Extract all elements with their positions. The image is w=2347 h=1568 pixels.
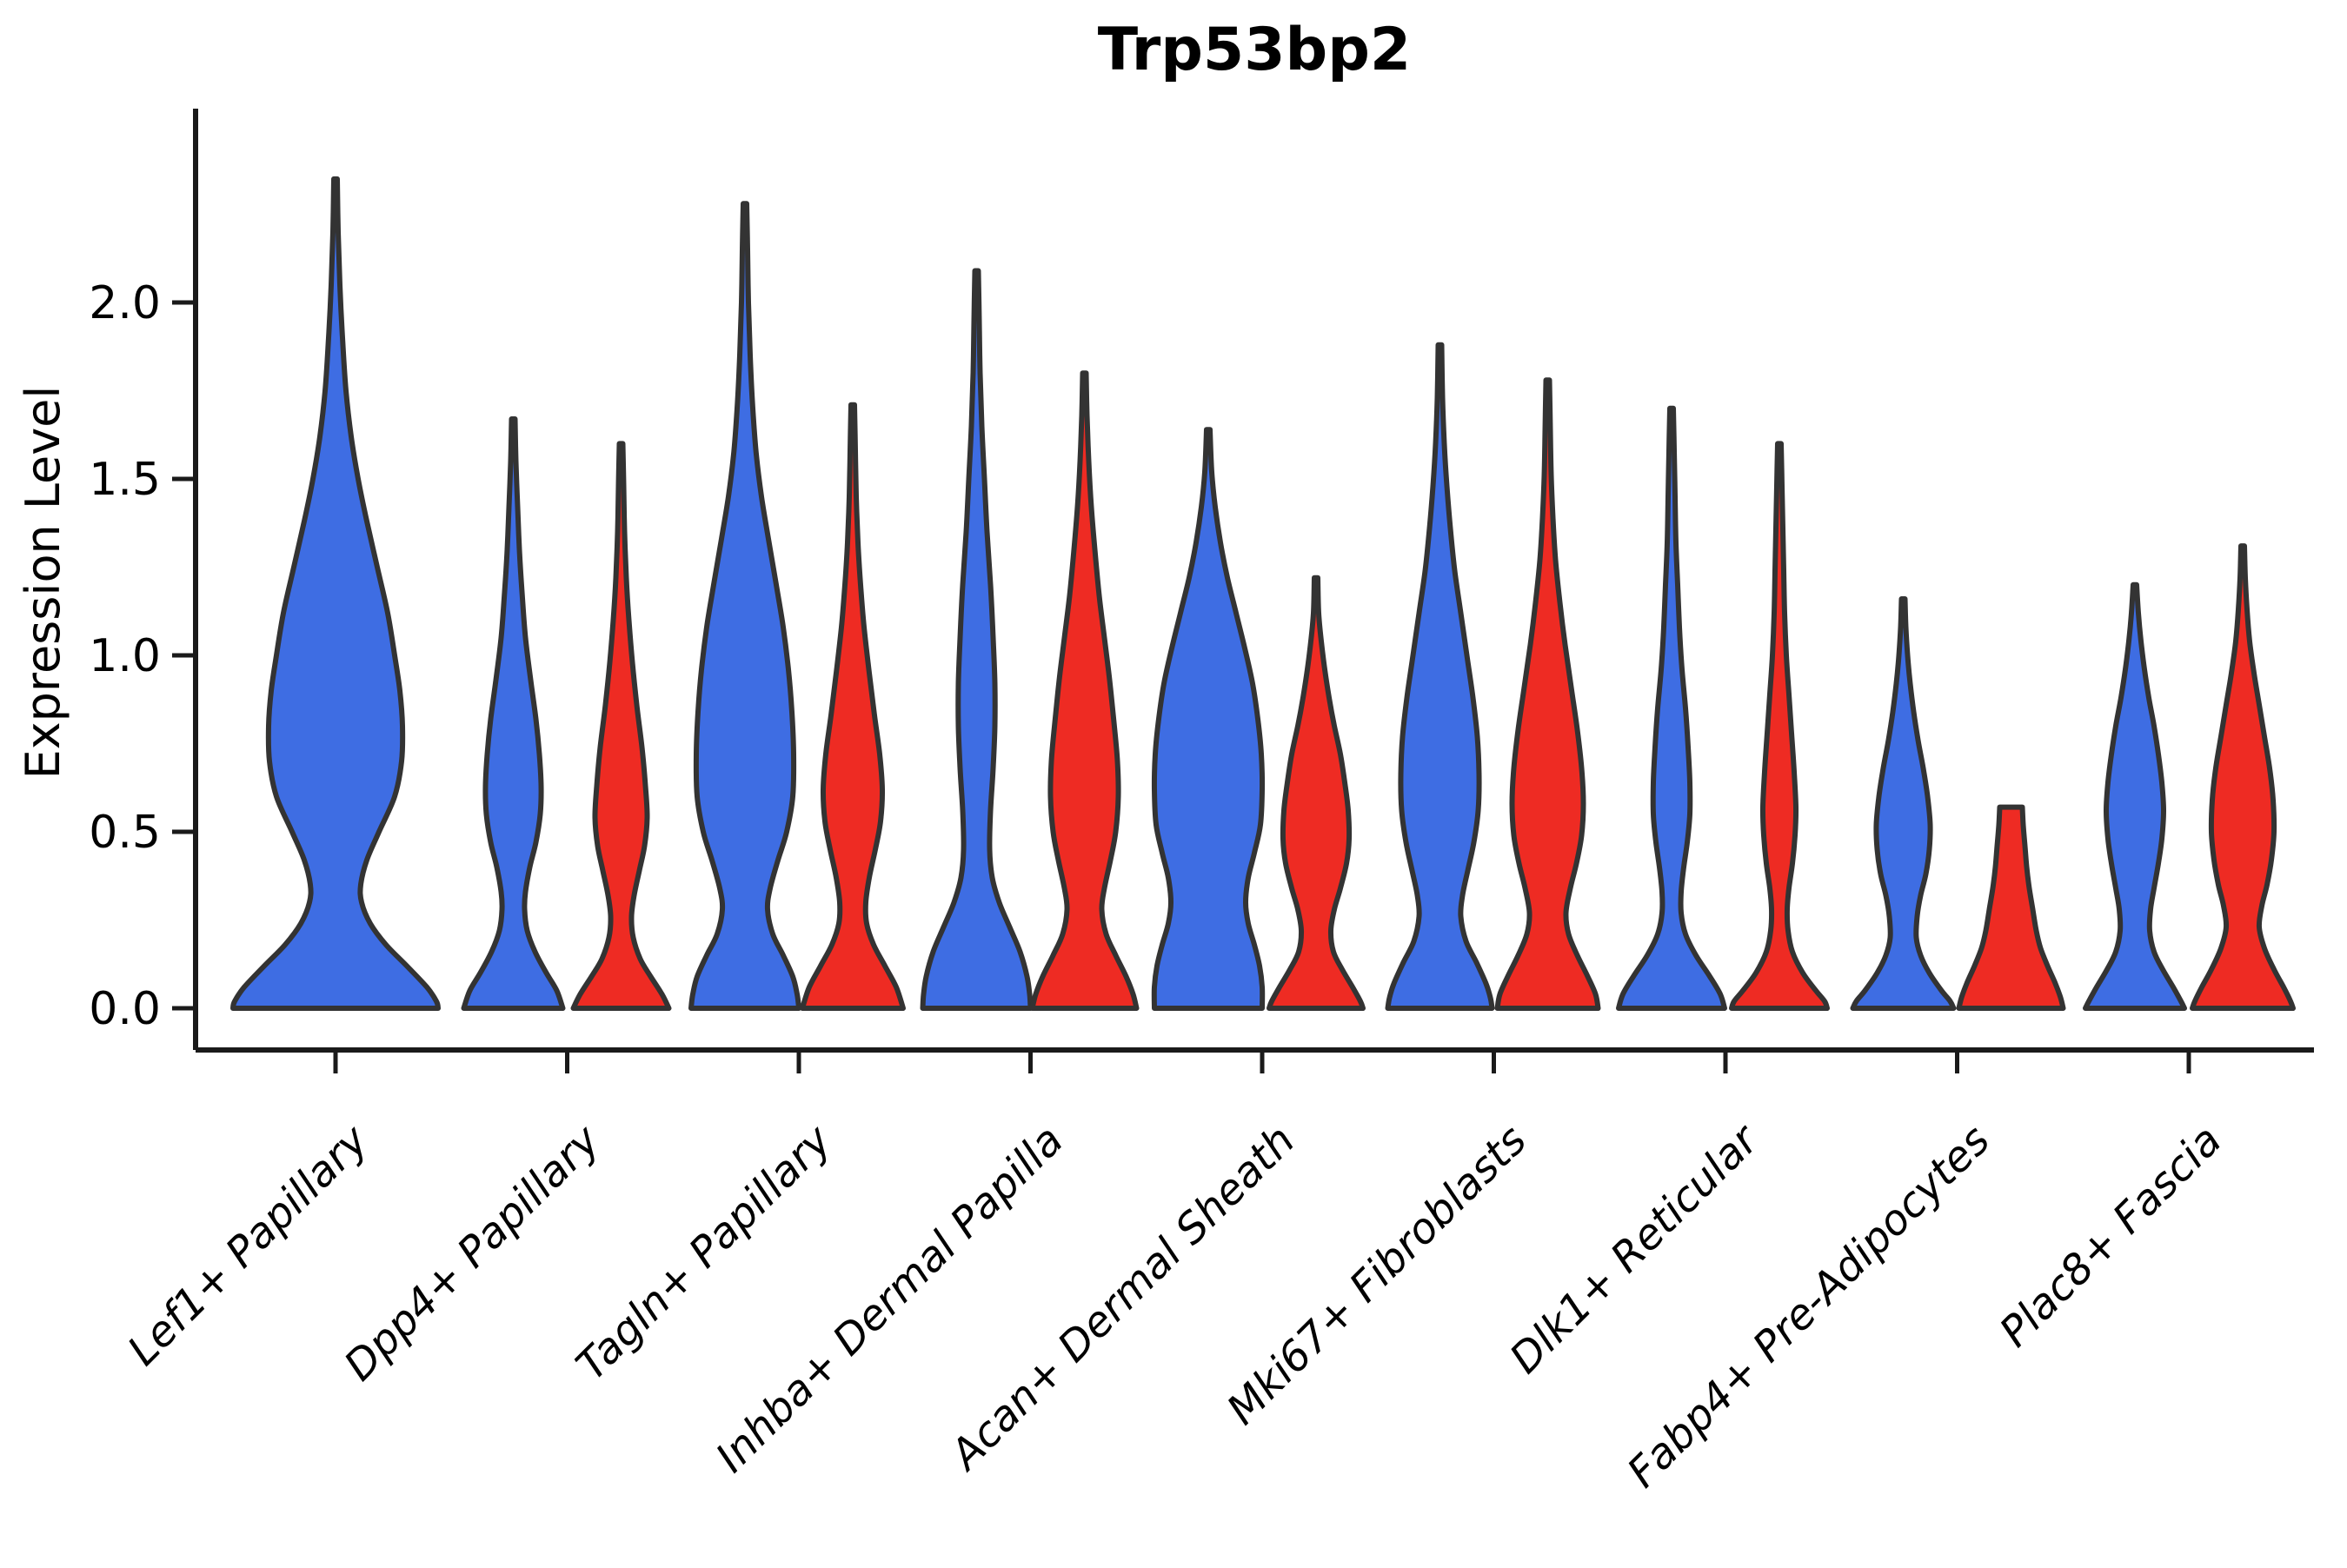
violin-mki67-fibroblasts-red: [1494, 377, 1601, 1011]
x-tick-label-lef1-papillary: Lef1+ Papillary: [118, 1115, 378, 1375]
y-tick-label-0.5: 0.5: [89, 807, 161, 859]
x-tick-group: [333, 1050, 2191, 1073]
y-tick-label-0.0: 0.0: [89, 983, 161, 1035]
violin-tagln-papillary-red: [800, 402, 906, 1011]
violin-dlk1-reticular-red: [1729, 441, 1830, 1011]
violin-fabp4-pre-adipocytes-blue: [1850, 596, 1957, 1011]
violin-tagln-papillary-blue: [688, 201, 801, 1011]
violin-group: [230, 176, 2296, 1011]
violin-dpp4-papillary-red: [570, 441, 672, 1011]
y-tick-label-2.0: 2.0: [89, 277, 161, 329]
violin-fabp4-pre-adipocytes-red: [1956, 804, 2066, 1011]
violin-dlk1-reticular-blue: [1616, 405, 1727, 1011]
violin-acan-dermal-sheath-blue: [1151, 427, 1266, 1011]
violin-acan-dermal-sheath-red: [1267, 575, 1366, 1011]
y-tick-group: 0.0 0.5 1.0 1.5 2.0: [89, 277, 196, 1035]
x-tick-label-dlk1-reticular: Dlk1+ Reticular: [1500, 1114, 1770, 1384]
violin-mki67-fibroblasts-blue: [1385, 342, 1495, 1011]
y-tick-label-1.0: 1.0: [89, 630, 161, 682]
y-tick-label-1.5: 1.5: [89, 454, 161, 506]
violin-dpp4-papillary-blue: [461, 416, 566, 1011]
plot-title: Trp53bp2: [1098, 16, 1411, 84]
violin-inhba-dermal-papilla-blue: [920, 268, 1034, 1011]
y-axis-label: Expression Level: [16, 386, 70, 780]
violin-inhba-dermal-papilla-red: [1029, 370, 1140, 1011]
violin-plac8-fascia-red: [2190, 543, 2296, 1011]
x-tick-label-plac8-fascia: Plac8+ Fascia: [1991, 1116, 2231, 1357]
x-tick-label-dpp4-papillary: Dpp4+ Papillary: [335, 1115, 609, 1390]
violin-plac8-fascia-blue: [2083, 581, 2187, 1011]
axes-spines: [193, 109, 2314, 1053]
violin-lef1-papillary-blue: [230, 176, 441, 1011]
x-tick-label-tagln-papillary: Tagln+ Papillary: [567, 1115, 841, 1390]
